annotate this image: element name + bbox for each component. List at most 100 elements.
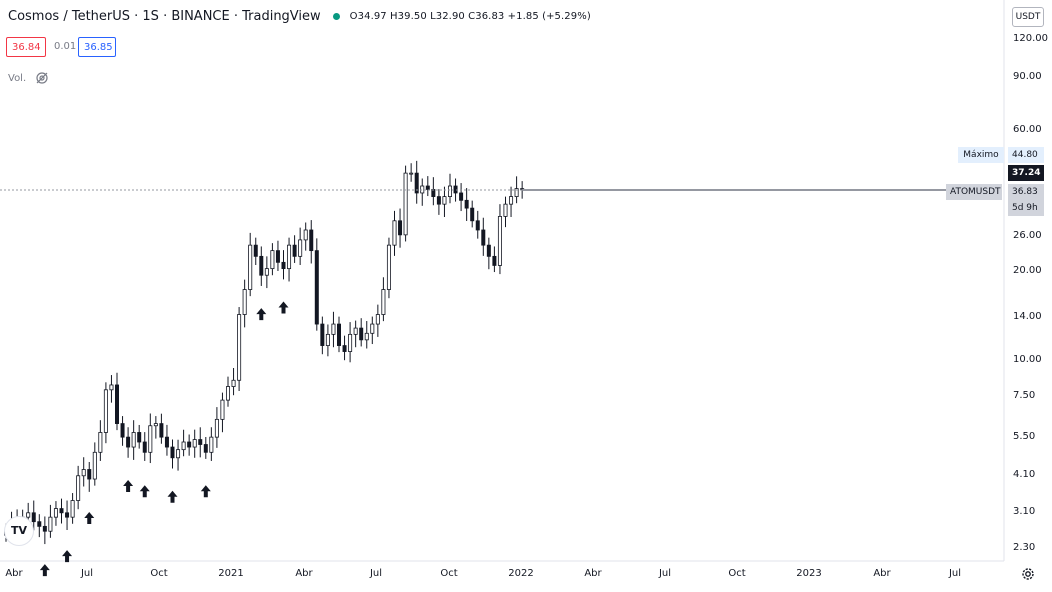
up-arrow-icon[interactable]: [278, 301, 289, 314]
candle-body: [253, 244, 258, 257]
price-tick: 10.00: [1013, 354, 1042, 365]
candle-body: [325, 333, 330, 346]
candle-body: [59, 508, 64, 514]
candle-body: [26, 512, 31, 518]
candle-body: [381, 289, 386, 315]
candle-body: [109, 384, 114, 391]
candle-body: [375, 314, 380, 325]
candle-body: [70, 500, 75, 518]
candles-group: [4, 160, 946, 545]
candle-body: [120, 423, 125, 438]
candle-body: [220, 399, 225, 420]
candle-body: [181, 441, 186, 451]
candle-body: [409, 172, 414, 175]
candle-body: [31, 512, 36, 523]
up-arrow-icon[interactable]: [167, 490, 178, 503]
candle-body: [486, 244, 491, 257]
candle-body: [348, 333, 353, 352]
price-tick: 90.00: [1013, 71, 1042, 82]
candle-body: [459, 192, 464, 201]
sell-button[interactable]: 36.84: [6, 37, 46, 57]
price-tick: 5.50: [1013, 431, 1036, 442]
candle-body: [98, 432, 103, 453]
candle-body: [414, 172, 419, 194]
time-tick: Jul: [948, 568, 962, 579]
candle-body: [470, 207, 475, 222]
time-tick: Jul: [658, 568, 672, 579]
price-tick: 20.00: [1013, 265, 1042, 276]
price-tick: 7.50: [1013, 390, 1036, 401]
candle-body: [248, 244, 253, 290]
candle-body: [453, 185, 458, 194]
time-tick: Abr: [873, 568, 891, 579]
buy-button[interactable]: 36.85: [78, 37, 116, 57]
currency-unit-button[interactable]: USDT: [1012, 7, 1044, 27]
candle-body: [353, 327, 358, 335]
candle-body: [103, 389, 108, 433]
symbol-title[interactable]: Cosmos / TetherUS · 1S · BINANCE · Tradi…: [8, 9, 321, 24]
candle-body: [242, 289, 247, 315]
up-arrow-icon[interactable]: [200, 485, 211, 498]
time-tick: Abr: [5, 568, 23, 579]
candle-body: [492, 255, 497, 266]
candle-body: [509, 196, 514, 205]
candle-body: [447, 185, 452, 197]
candle-body: [92, 451, 97, 480]
candle-body: [392, 220, 397, 246]
candle-body: [481, 229, 486, 246]
candle-body: [137, 432, 142, 443]
candle-body: [420, 185, 425, 194]
time-tick: 2022: [508, 568, 534, 579]
candle-body: [259, 255, 264, 276]
symbol-tag: ATOMUSDT: [946, 184, 1002, 200]
candle-body: [298, 239, 303, 257]
tradingview-logo[interactable]: TV: [4, 516, 34, 546]
up-arrow-icon[interactable]: [256, 308, 267, 321]
price-tick: 26.00: [1013, 230, 1042, 241]
candle-body: [153, 423, 158, 427]
market-status-icon: [332, 13, 340, 20]
candle-body: [370, 323, 375, 334]
price-tick: 14.00: [1013, 311, 1042, 322]
candle-body: [292, 244, 297, 257]
candle-body: [48, 516, 53, 532]
bar-countdown-tag: 5d 9h: [1008, 200, 1044, 216]
max-price-tag: 44.80: [1008, 147, 1044, 163]
volume-indicator[interactable]: Vol.: [8, 72, 48, 84]
up-arrow-icon[interactable]: [139, 485, 150, 498]
chart-header: Cosmos / TetherUS · 1S · BINANCE · Tradi…: [8, 9, 591, 24]
gear-icon[interactable]: [1020, 566, 1036, 582]
eye-icon[interactable]: [36, 72, 48, 84]
candle-body: [159, 423, 164, 438]
up-arrow-icon[interactable]: [123, 479, 134, 492]
up-arrow-icon[interactable]: [39, 564, 50, 577]
price-tick: 4.10: [1013, 469, 1036, 480]
time-tick: Jul: [80, 568, 94, 579]
candle-body: [442, 196, 447, 205]
time-tick: Oct: [150, 568, 168, 579]
candle-body: [336, 323, 341, 346]
candle-body: [364, 332, 369, 341]
up-arrow-icon[interactable]: [62, 550, 73, 563]
volume-label: Vol.: [8, 72, 27, 84]
candle-body: [192, 439, 197, 448]
candle-body: [42, 525, 47, 532]
candle-body: [314, 250, 319, 325]
candle-body: [475, 220, 480, 231]
candle-body: [331, 323, 336, 335]
max-label: Máximo: [958, 147, 1004, 163]
candle-body: [275, 250, 280, 263]
candle-body: [87, 469, 92, 480]
candle-body: [264, 268, 269, 276]
candle-body: [76, 475, 81, 501]
candle-body: [342, 345, 347, 352]
candle-body: [497, 216, 502, 266]
price-tick: 60.00: [1013, 124, 1042, 135]
current-price-tag: 37.24: [1008, 165, 1044, 181]
up-arrow-icon[interactable]: [84, 511, 95, 524]
last-price-tag: 36.83: [1008, 184, 1044, 200]
candle-body: [231, 379, 236, 387]
candle-body: [198, 439, 203, 445]
candle-body: [203, 444, 208, 453]
